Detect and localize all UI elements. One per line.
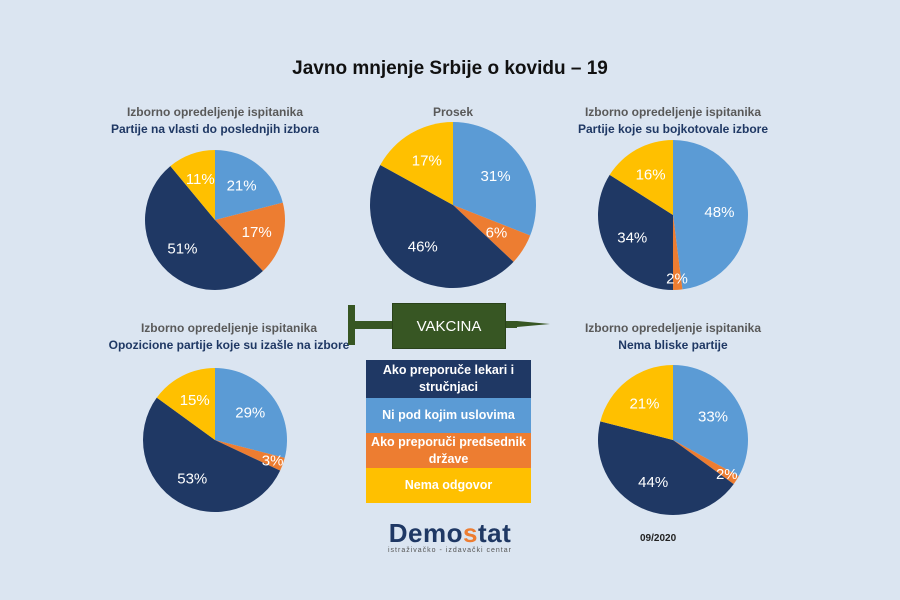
legend-item-ni-pod-kojim: Ni pod kojim uslovima <box>366 398 531 433</box>
pie-title-5: Izborno opredeljenje ispitanika Nema bli… <box>523 320 823 354</box>
pie-data-label: 48% <box>704 204 734 221</box>
pie-slice <box>370 165 514 288</box>
pie-slice <box>609 140 673 215</box>
pie-data-label: 44% <box>638 474 668 491</box>
pie-subtitle: Partije na vlasti do poslednjih izbora <box>110 122 320 136</box>
pie-slice <box>673 440 739 485</box>
pie-slice <box>600 365 673 440</box>
pie-slice <box>143 397 281 513</box>
pie-data-label: 31% <box>481 168 511 185</box>
pie-data-label: 33% <box>698 408 728 425</box>
pie-data-label: 53% <box>177 470 207 487</box>
pie-data-label: 11% <box>186 171 215 188</box>
pie-1: 21% 17% 51% 11% <box>145 150 285 290</box>
pie-slice <box>598 174 673 290</box>
syringe-label: VAKCINA <box>392 303 506 349</box>
pie-slice <box>380 122 453 205</box>
page-title: Javno mnjenje Srbije o kovidu – 19 <box>292 58 608 79</box>
pie-title: Prosek <box>432 105 474 119</box>
pie-subtitle: Partije koje su bojkotovale izbore <box>577 122 769 136</box>
pie-data-label: 6% <box>486 225 508 242</box>
legend-item-predsednik: Ako preporuči predsednik države <box>366 433 531 468</box>
legend: Ako preporuče lekari i stručnjaci Ni pod… <box>366 360 531 503</box>
pie-3: 48% 2% 34% 16% <box>598 140 748 290</box>
pie-data-label: 17% <box>242 224 272 241</box>
pie-slice <box>673 140 748 290</box>
logo-text: tat <box>477 518 512 548</box>
pie-data-label: 15% <box>180 392 210 409</box>
pie-data-label: 46% <box>408 239 438 256</box>
pie-slice <box>215 150 283 220</box>
pie-data-label: 21% <box>629 395 659 412</box>
pie-slice <box>156 368 215 440</box>
logo-tagline: istraživačko - izdavački centar <box>388 547 512 554</box>
pie-data-label: 17% <box>412 153 442 170</box>
pie-slice <box>145 166 263 290</box>
pie-title-3: Izborno opredeljenje ispitanika Partije … <box>523 104 823 138</box>
legend-item-nema-odgovor: Nema odgovor <box>366 468 531 503</box>
pie-data-label: 16% <box>636 166 666 183</box>
pie-5: 33% 2% 44% 21% <box>598 365 748 515</box>
pie-data-label: 21% <box>227 178 257 195</box>
pie-slice <box>215 440 285 471</box>
pie-title: Izborno opredeljenje ispitanika <box>584 105 762 119</box>
pie-slice <box>453 205 531 262</box>
pie-title: Izborno opredeljenje ispitanika <box>140 321 318 335</box>
legend-item-lekari: Ako preporuče lekari i stručnjaci <box>366 360 531 398</box>
pie-data-label: 51% <box>167 241 197 258</box>
pie-slice <box>170 150 215 220</box>
logo-text: Demo <box>388 518 463 548</box>
pie-title-2: Prosek <box>303 104 603 121</box>
pie-data-label: 34% <box>617 229 647 246</box>
pie-subtitle: Opozicione partije koje su izašle na izb… <box>108 338 350 352</box>
pie-title-1: Izborno opredeljenje ispitanika Partije … <box>65 104 365 138</box>
pie-title: Izborno opredeljenje ispitanika <box>584 321 762 335</box>
pie-title-4: Izborno opredeljenje ispitanika Opozicio… <box>79 320 379 354</box>
pie-subtitle: Nema bliske partije <box>618 338 728 352</box>
pie-2: 31% 6% 46% 17% <box>370 122 536 288</box>
demostat-logo: Demostat istraživačko - izdavački centar <box>385 518 515 554</box>
pie-data-label: 29% <box>235 405 265 422</box>
syringe-icon <box>348 305 550 345</box>
pie-4: 29% 3% 53% 15% <box>143 368 287 513</box>
logo-text: s <box>463 518 478 548</box>
date-label: 09/2020 <box>640 533 677 544</box>
pie-data-label: 3% <box>262 453 284 470</box>
pie-data-label: 2% <box>666 271 688 288</box>
pie-data-label: 2% <box>716 466 738 483</box>
pie-slice <box>215 368 287 458</box>
pie-slice <box>215 202 285 272</box>
pie-slice <box>673 215 683 290</box>
pie-slice <box>673 365 748 477</box>
pie-slice <box>453 122 536 236</box>
pie-slice <box>598 421 734 515</box>
pie-title: Izborno opredeljenje ispitanika <box>126 105 304 119</box>
